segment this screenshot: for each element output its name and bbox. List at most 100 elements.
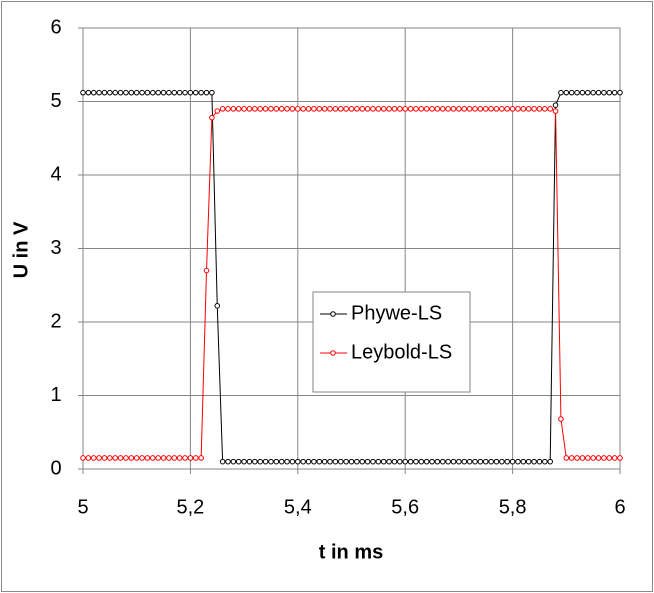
data-point xyxy=(542,458,548,465)
data-point xyxy=(413,458,419,465)
data-point xyxy=(493,106,500,112)
data-point xyxy=(90,89,97,96)
data-point xyxy=(617,455,623,461)
data-point xyxy=(429,458,435,465)
data-point xyxy=(348,106,355,112)
data-point xyxy=(558,89,564,96)
data-point xyxy=(504,458,511,465)
data-point xyxy=(123,89,129,96)
y-tick-label: 0 xyxy=(50,457,61,479)
data-point xyxy=(423,106,430,112)
y-axis-title: U in V xyxy=(10,221,32,278)
data-point xyxy=(525,106,532,112)
data-point xyxy=(252,458,258,465)
data-point xyxy=(499,458,505,465)
data-point xyxy=(466,106,473,112)
data-point xyxy=(295,458,301,465)
data-point xyxy=(525,458,532,465)
data-point xyxy=(601,89,607,96)
data-point xyxy=(504,106,511,112)
data-point xyxy=(187,455,194,461)
data-point xyxy=(182,89,188,96)
data-point xyxy=(456,458,462,465)
plot-border xyxy=(82,27,621,470)
data-point xyxy=(386,458,392,465)
data-point xyxy=(316,106,323,112)
data-point xyxy=(552,102,559,108)
data-point xyxy=(391,458,398,465)
data-point xyxy=(354,106,360,112)
data-point xyxy=(590,89,596,96)
data-point xyxy=(332,106,339,112)
data-point xyxy=(80,89,86,96)
data-point xyxy=(101,89,108,96)
data-point xyxy=(246,458,253,465)
data-point xyxy=(268,458,274,465)
data-point xyxy=(182,455,188,461)
data-point xyxy=(235,106,242,112)
data-point xyxy=(117,89,124,96)
data-point xyxy=(262,106,269,112)
data-point xyxy=(461,458,468,465)
data-point xyxy=(209,89,215,96)
data-point xyxy=(584,455,591,461)
data-point xyxy=(536,458,543,465)
data-point xyxy=(305,458,312,465)
data-point xyxy=(166,89,172,96)
data-point xyxy=(289,458,296,465)
data-point xyxy=(574,455,580,461)
data-point xyxy=(509,458,516,465)
data-point xyxy=(584,89,591,96)
data-point xyxy=(321,106,328,112)
data-point xyxy=(284,106,290,112)
data-point xyxy=(375,106,382,112)
data-point xyxy=(370,458,376,465)
data-point xyxy=(617,89,623,96)
data-point xyxy=(364,106,371,112)
data-point xyxy=(305,106,312,112)
data-point xyxy=(128,455,135,461)
data-point xyxy=(107,455,113,461)
data-point xyxy=(112,89,119,96)
data-point xyxy=(311,458,317,465)
data-point xyxy=(176,89,183,96)
data-point xyxy=(327,458,333,465)
data-point xyxy=(375,458,382,465)
data-point xyxy=(450,106,457,112)
data-point xyxy=(359,458,366,465)
data-point xyxy=(397,106,403,112)
data-point xyxy=(439,106,446,112)
data-point xyxy=(547,106,553,112)
data-point xyxy=(295,106,301,112)
data-point xyxy=(364,458,371,465)
data-point xyxy=(166,455,172,461)
data-point xyxy=(171,455,178,461)
legend-label: Leybold-LS xyxy=(351,341,452,363)
data-point xyxy=(252,106,258,112)
data-point xyxy=(380,106,387,112)
data-point xyxy=(423,458,430,465)
data-point xyxy=(520,458,527,465)
legend-marker xyxy=(330,311,336,317)
data-point xyxy=(402,106,409,112)
data-point xyxy=(407,106,414,112)
data-point xyxy=(257,106,264,112)
data-point xyxy=(520,106,527,112)
data-point xyxy=(246,106,253,112)
data-point xyxy=(96,89,102,96)
data-point xyxy=(590,455,596,461)
data-point xyxy=(456,106,462,112)
data-point xyxy=(606,89,613,96)
data-point xyxy=(155,455,161,461)
data-point xyxy=(337,106,344,112)
data-point xyxy=(150,89,156,96)
data-point xyxy=(439,458,446,465)
data-point xyxy=(466,458,473,465)
data-point xyxy=(558,416,564,422)
data-point xyxy=(96,455,102,461)
data-point xyxy=(515,458,521,465)
y-tick-label: 6 xyxy=(50,16,61,38)
data-point xyxy=(418,458,425,465)
data-point xyxy=(595,455,602,461)
